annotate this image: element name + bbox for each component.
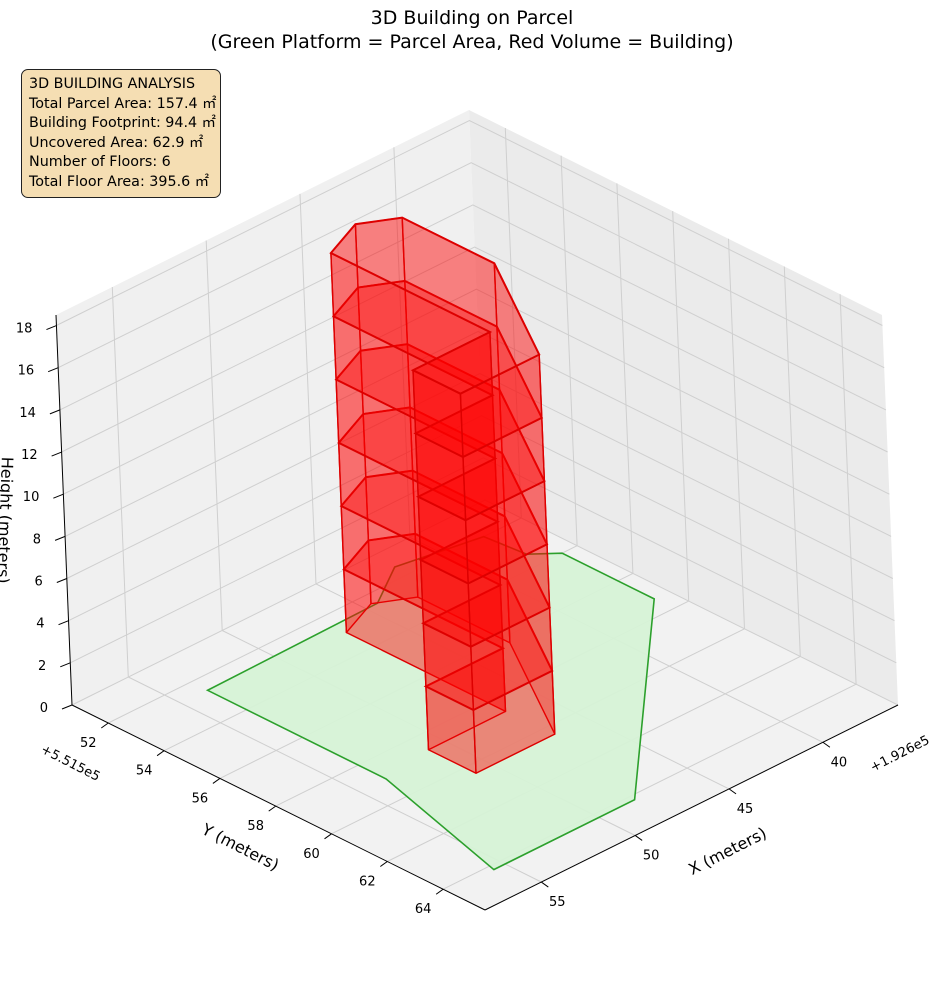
x-tick-label: 40	[831, 755, 848, 770]
analysis-line-uncovered: Uncovered Area: 62.9 ㎡	[29, 134, 204, 151]
x-tick-label: 50	[643, 848, 660, 863]
building-floor-6	[329, 216, 543, 458]
x-tick-label: 55	[549, 895, 566, 910]
z-tick-mark	[56, 578, 67, 583]
y-axis-label: Y (meters)	[198, 819, 282, 874]
grid-line-z	[70, 457, 897, 664]
z-tick-mark	[61, 704, 73, 710]
y-tick-mark	[100, 722, 109, 729]
grid-line-z	[63, 288, 890, 495]
z-tick-label: 8	[33, 532, 41, 547]
x-offset-label: +1.926e5	[868, 733, 932, 776]
tick-marks	[46, 325, 831, 895]
z-tick-label: 6	[35, 575, 43, 590]
z-tick-mark	[58, 620, 69, 626]
z-axis-label: Height (meters)	[0, 456, 17, 584]
y-tick-mark	[212, 778, 221, 784]
y-tick-label: 60	[303, 847, 320, 862]
y-axis-line	[71, 704, 486, 911]
x-tick-mark	[634, 835, 643, 841]
analysis-heading: 3D BUILDING ANALYSIS	[29, 76, 196, 92]
z-tick-label: 14	[19, 406, 36, 421]
x-tick-mark	[822, 741, 831, 748]
y-tick-label: 58	[247, 819, 264, 834]
z-tick-mark	[46, 325, 57, 331]
analysis-line-floors: Number of Floors: 6	[29, 154, 171, 170]
y-tick-label: 64	[415, 902, 432, 917]
z-tick-label: 2	[38, 659, 46, 674]
x-axis-line	[484, 704, 899, 911]
parcel-platform	[205, 535, 656, 871]
x-tick-label: 45	[737, 802, 754, 817]
analysis-line-floor-area: Total Floor Area: 395.6 ㎡	[29, 173, 210, 190]
x-tick-mark	[541, 881, 549, 888]
grid-line-z	[57, 162, 885, 369]
grid-line-z	[59, 204, 887, 411]
axis-lines	[55, 314, 899, 911]
parcel-layer	[205, 535, 656, 871]
grid-line-z	[68, 415, 895, 622]
x-axis-label: X (meters)	[685, 823, 769, 879]
z-tick-mark	[54, 535, 66, 541]
z-axis-line	[55, 314, 73, 706]
y-tick-mark	[268, 805, 277, 812]
analysis-line-footprint: Building Footprint: 94.4 ㎡	[29, 115, 216, 131]
z-tick-mark	[47, 367, 59, 373]
z-tick-label: 16	[18, 364, 35, 379]
analysis-line-parcel-area: Total Parcel Area: 157.4 ㎡	[29, 95, 217, 112]
z-tick-label: 4	[36, 617, 44, 632]
x-tick-mark	[728, 788, 737, 795]
y-tick-label: 54	[136, 764, 153, 779]
z-tick-mark	[49, 409, 61, 415]
y-tick-mark	[324, 833, 332, 840]
grid-lines	[56, 119, 899, 890]
z-tick-label: 18	[16, 322, 33, 337]
y-tick-label: 56	[192, 791, 209, 806]
floor-top-face	[329, 216, 541, 395]
z-tick-label: 12	[21, 448, 38, 463]
grid-line-z	[71, 499, 899, 706]
grid-line-z	[64, 330, 892, 537]
chart-title: 3D Building on Parcel (Green Platform = …	[0, 6, 944, 54]
pane-left	[56, 110, 485, 705]
z-tick-label: 0	[40, 701, 48, 716]
y-tick-mark	[156, 750, 165, 757]
z-tick-mark	[60, 662, 71, 668]
grid-line-z	[66, 372, 894, 579]
grid-line-z	[61, 246, 888, 453]
z-tick-label: 10	[23, 490, 40, 505]
y-tick-label: 62	[359, 875, 376, 890]
building-layer	[329, 216, 556, 774]
chart-title-main: 3D Building on Parcel	[370, 7, 574, 29]
y-tick-label: 52	[80, 736, 97, 751]
pane-right	[469, 110, 898, 705]
y-tick-mark	[435, 888, 444, 895]
z-tick-mark	[51, 451, 62, 457]
building-analysis-box: 3D BUILDING ANALYSIS Total Parcel Area: …	[21, 69, 221, 198]
z-tick-mark	[53, 493, 64, 499]
grid-line-z	[56, 119, 883, 326]
y-tick-mark	[380, 861, 388, 867]
chart-subtitle: (Green Platform = Parcel Area, Red Volum…	[210, 31, 734, 53]
floor-bottom-face	[333, 280, 542, 457]
